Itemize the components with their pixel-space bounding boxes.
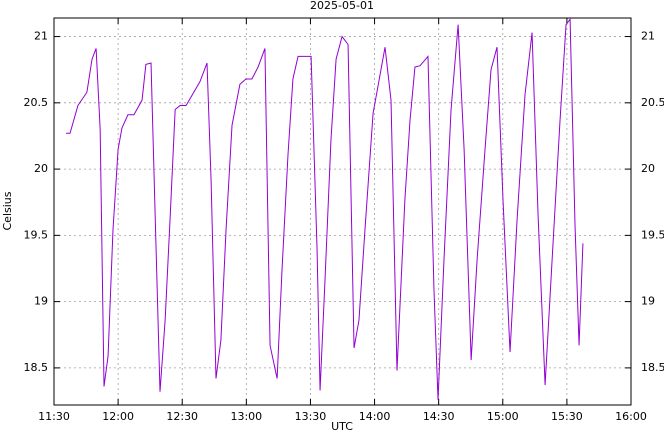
plot-frame <box>53 17 632 406</box>
y2-tick-label: 19.5 <box>641 228 664 241</box>
x-tick-label: 11:30 <box>38 410 70 423</box>
x-axis-label: UTC <box>331 420 353 432</box>
y2-tick-label: 21 <box>641 30 655 43</box>
x-tick-label: 14:00 <box>359 410 391 423</box>
y-tick-label: 21 <box>34 30 48 43</box>
x-tick-label: 12:30 <box>166 410 198 423</box>
y2-tick-label: 20.5 <box>641 96 664 109</box>
y2-tick-label: 20 <box>641 162 655 175</box>
x-tick-label: 15:00 <box>487 410 519 423</box>
data-line <box>65 17 584 400</box>
x-tick-label: 13:30 <box>295 410 327 423</box>
x-tick-label: 15:30 <box>551 410 583 423</box>
chart-title: 2025-05-01 <box>310 0 374 12</box>
y-axis-label: Celsius <box>1 191 14 230</box>
y-tick-label: 19 <box>34 295 48 308</box>
y-tick-label: 20 <box>34 162 48 175</box>
x-tick-label: 12:00 <box>102 410 134 423</box>
y2-tick-label: 19 <box>641 295 655 308</box>
y-tick-label: 18.5 <box>24 361 49 374</box>
y2-tick-label: 18.5 <box>641 361 664 374</box>
y-tick-label: 20.5 <box>24 96 49 109</box>
x-tick-label: 13:00 <box>230 410 262 423</box>
x-tick-label: 16:00 <box>615 410 647 423</box>
y-tick-label: 19.5 <box>24 228 49 241</box>
x-tick-label: 14:30 <box>423 410 455 423</box>
